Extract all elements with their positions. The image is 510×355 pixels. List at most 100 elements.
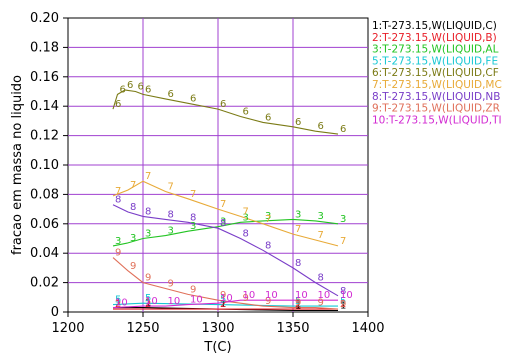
y-tick-label: 0.18 — [30, 40, 59, 55]
data-point-marker: 3 — [190, 221, 196, 232]
data-point-marker: 8 — [340, 286, 346, 297]
data-point-marker: 10 — [168, 296, 181, 307]
data-point-marker: 8 — [130, 202, 136, 213]
grid — [68, 18, 368, 312]
x-tick-label: 1250 — [126, 321, 159, 336]
series-line-6 — [112, 89, 339, 135]
y-tick-label: 0.06 — [30, 217, 59, 232]
legend: 1:T-273.15,W(LIQUID,C)2:T-273.15,W(LIQUI… — [372, 20, 502, 126]
series-line-7 — [112, 180, 339, 247]
data-point-marker: 10 — [318, 290, 331, 301]
data-point-marker: 9 — [145, 273, 151, 284]
data-point-marker: 3 — [340, 214, 346, 225]
data-point-marker: 9 — [130, 261, 136, 272]
legend-entry: 7:T-273.15,W(LIQUID,MC — [372, 79, 502, 91]
data-point-marker: 10 — [190, 295, 203, 306]
x-tick-label: 1200 — [51, 321, 84, 336]
legend-entry: 2:T-273.15,W(LIQUID,B) — [372, 32, 497, 44]
legend-entry: 1:T-273.15,W(LIQUID,C) — [372, 20, 497, 32]
series-line-5 — [112, 302, 338, 307]
data-point-marker: 9 — [318, 298, 324, 309]
x-axis-label: T(C) — [203, 340, 231, 355]
data-point-marker: 7 — [168, 181, 174, 192]
data-point-marker: 9 — [265, 296, 271, 307]
data-point-marker: 2 — [145, 299, 151, 310]
data-point-marker: 10 — [243, 290, 256, 301]
x-tick-label: 1400 — [351, 321, 384, 336]
data-point-marker: 9 — [243, 293, 249, 304]
data-point-marker: 8 — [265, 240, 271, 251]
data-point-marker: 3 — [265, 211, 271, 222]
y-tick-label: 0.14 — [30, 99, 59, 114]
data-point-marker: 8 — [190, 212, 196, 223]
data-point-marker: 7 — [115, 186, 121, 197]
data-point-marker: 6 — [340, 124, 346, 135]
x-tick-label: 1300 — [201, 321, 234, 336]
data-point-marker: 3 — [115, 236, 121, 247]
y-tick-label: 0.10 — [30, 158, 59, 173]
data-point-marker: 2 — [340, 299, 346, 310]
data-point-marker: 7 — [130, 180, 136, 191]
data-point-marker: 7 — [220, 199, 226, 210]
data-point-marker: 6 — [145, 84, 151, 95]
data-point-marker: 3 — [220, 217, 226, 228]
data-point-marker: 8 — [168, 209, 174, 220]
data-point-marker: 8 — [145, 206, 151, 217]
legend-entry: 5:T-273.15,W(LIQUID,FE — [372, 55, 498, 67]
data-point-marker: 5 — [115, 295, 121, 306]
data-point-marker: 5 — [220, 295, 226, 306]
x-tick-label: 1350 — [276, 321, 309, 336]
data-point-marker: 7 — [145, 171, 151, 182]
data-point-marker: 7 — [295, 224, 301, 235]
data-point-marker: 6 — [168, 89, 174, 100]
data-point-marker: 7 — [190, 189, 196, 200]
y-tick-label: 0.04 — [30, 246, 59, 261]
data-point-marker: 7 — [340, 236, 346, 247]
data-point-marker: 10 — [340, 290, 353, 301]
data-point-marker: 3 — [243, 212, 249, 223]
data-point-marker: 10 — [295, 290, 308, 301]
data-point-marker: 6 — [220, 99, 226, 110]
y-tick-label: 0.12 — [30, 129, 59, 144]
data-point-marker: 9 — [295, 298, 301, 309]
y-tick-label: 0.16 — [30, 70, 59, 85]
data-point-marker: 8 — [220, 218, 226, 229]
series-lines — [112, 89, 339, 312]
data-point-marker: 3 — [145, 229, 151, 240]
data-point-marker: 6 — [138, 82, 144, 93]
data-point-marker: 3 — [130, 233, 136, 244]
series-line-10 — [112, 299, 338, 309]
data-point-marker: 2 — [295, 299, 301, 310]
data-point-marker: 1 — [340, 301, 346, 312]
axes: 1200 1250 1300 1350 1400 0 0.02 0.04 0.06 0.08 0.1… — [30, 11, 385, 336]
y-tick-label: 0.08 — [30, 187, 59, 202]
data-point-marker: 10 — [265, 290, 278, 301]
data-point-marker: 5 — [340, 296, 346, 307]
data-point-marker: 3 — [318, 211, 324, 222]
data-point-marker: 6 — [295, 117, 301, 128]
data-point-marker: 1 — [220, 299, 226, 310]
data-point-marker: 1 — [145, 298, 151, 309]
data-point-marker: 8 — [243, 229, 249, 240]
data-point-marker: 5 — [145, 293, 151, 304]
data-point-marker: 6 — [318, 121, 324, 132]
data-point-marker: 6 — [127, 80, 133, 91]
data-point-marker: 10 — [115, 298, 128, 309]
y-tick-label: 0.02 — [30, 276, 59, 291]
data-point-marker: 1 — [115, 298, 121, 309]
data-point-marker: 8 — [295, 258, 301, 269]
data-point-marker: 6 — [115, 99, 121, 110]
data-point-marker: 1 — [295, 301, 301, 312]
data-point-marker: 9 — [190, 284, 196, 295]
data-point-marker: 6 — [190, 93, 196, 104]
data-point-marker: 6 — [243, 106, 249, 117]
data-point-marker: 6 — [265, 112, 271, 123]
y-tick-label: 0.20 — [30, 11, 59, 26]
y-axis-label: fracao em massa no liquido — [10, 75, 25, 255]
legend-entry: 6:T-273.15,W(LIQUID,CF — [372, 67, 499, 79]
data-point-marker: 7 — [243, 206, 249, 217]
series-line-8 — [112, 204, 339, 297]
legend-entry: 8:T-273.15,W(LIQUID,NB — [372, 91, 501, 103]
